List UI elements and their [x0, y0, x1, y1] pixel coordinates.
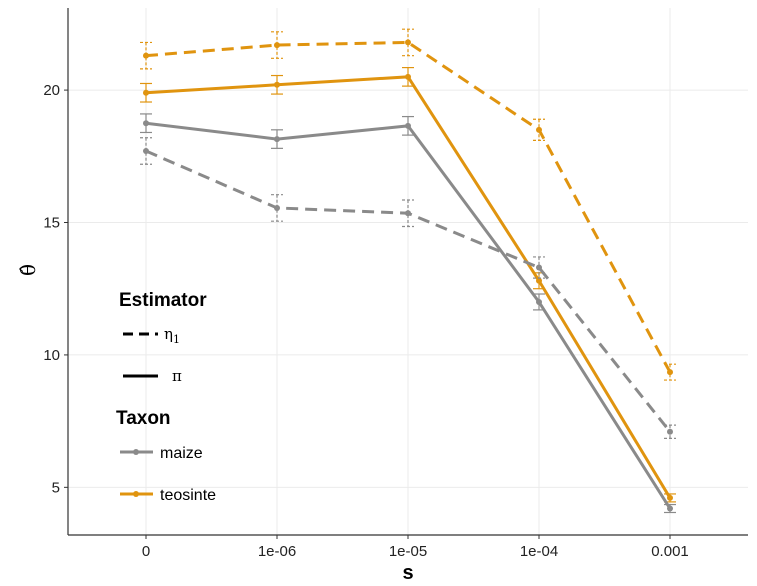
legend-maize-label: maize [160, 445, 203, 462]
y-tick-label-1: 10 [43, 347, 60, 364]
data-point-3-0 [143, 148, 149, 155]
y-tick-label-3: 20 [43, 82, 60, 99]
ticks: 5 10 15 20 0 1e-06 1e-05 1e-04 0.001 [43, 82, 688, 560]
y-tick-label-2: 15 [43, 215, 60, 232]
data-point-1-2 [405, 73, 411, 80]
series-line-0 [145, 40, 672, 373]
data-point-1-4 [667, 494, 673, 501]
legend-teosinte-point [133, 491, 139, 497]
y-axis-title: θ̂ [16, 264, 40, 276]
data-point-0-2 [405, 39, 411, 46]
legend-pi-label: π [172, 367, 182, 385]
data-point-3-2 [405, 210, 411, 217]
data-point-0-0 [143, 52, 149, 59]
x-tick-label-0: 0 [142, 543, 150, 560]
legend-eta1-label: η1 [164, 325, 180, 346]
data-point-3-4 [667, 428, 673, 435]
data-point-3-3 [536, 264, 542, 271]
data-point-2-4 [667, 505, 673, 512]
data-point-2-0 [143, 120, 149, 127]
series-layer [140, 28, 676, 514]
data-point-3-1 [274, 204, 280, 211]
x-tick-label-2: 1e-05 [389, 543, 427, 560]
x-tick-label-1: 1e-06 [258, 543, 296, 560]
data-point-1-0 [143, 89, 149, 96]
series-teosinte-eta1 [140, 28, 676, 381]
x-tick-label-3: 1e-04 [520, 543, 558, 560]
legend-estimator-title: Estimator [119, 290, 207, 311]
data-point-1-1 [274, 81, 280, 88]
data-point-0-1 [274, 42, 280, 49]
legend-eta1-symbol: η [164, 325, 173, 343]
legend-maize-point [133, 449, 139, 455]
data-point-0-4 [667, 369, 673, 376]
data-point-2-2 [405, 122, 411, 129]
x-axis-title: s [402, 562, 413, 584]
legend-taxon-title: Taxon [116, 408, 171, 429]
y-tick-label-0: 5 [52, 479, 60, 496]
data-point-2-3 [536, 298, 542, 305]
data-point-2-1 [274, 136, 280, 143]
data-point-0-3 [536, 126, 542, 133]
x-tick-label-4: 0.001 [651, 543, 689, 560]
data-point-1-3 [536, 277, 542, 284]
legend-eta1-subscript: 1 [173, 333, 180, 346]
legend-teosinte-label: teosinte [160, 487, 216, 504]
series-maize-pi [140, 113, 676, 514]
legend: Estimator η1 π Taxon maize teosinte [116, 290, 216, 504]
series-maize-eta1 [140, 137, 676, 439]
